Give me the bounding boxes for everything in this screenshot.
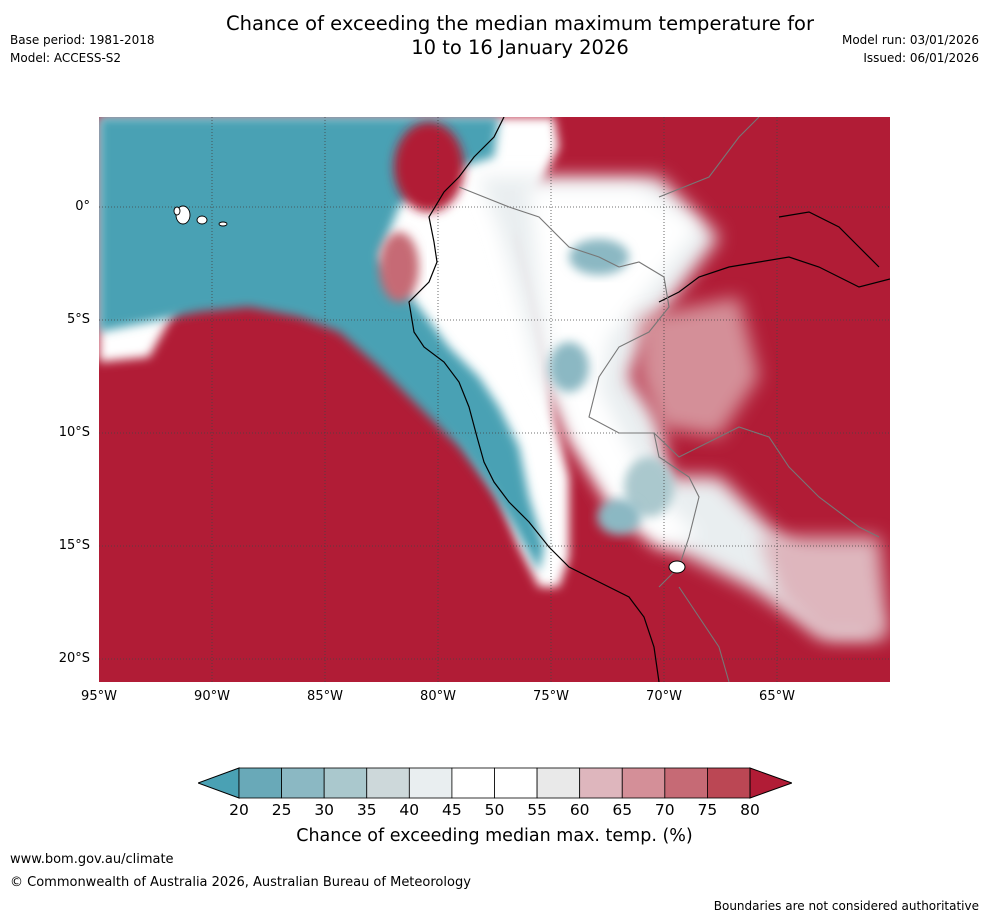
colorbar-svg <box>196 767 794 799</box>
warm-blob-ocean <box>394 122 464 212</box>
cool-blob-3 <box>624 457 674 517</box>
white-land-band <box>529 187 699 547</box>
footer-url[interactable]: www.bom.gov.au/climate <box>10 852 174 867</box>
warm-patch-south <box>759 537 889 637</box>
footer-copyright: © Commonwealth of Australia 2026, Austra… <box>10 875 471 890</box>
issued-date: Issued: 06/01/2026 <box>863 51 979 65</box>
chart-title: Chance of exceeding the median maximum t… <box>150 12 890 60</box>
border-bolivia <box>653 426 880 538</box>
lon-label-65w: 65°W <box>759 689 795 704</box>
lat-label-15s: 15°S <box>58 538 90 553</box>
lon-label-80w: 80°W <box>420 689 456 704</box>
warm-patch-central <box>639 297 759 437</box>
title-line-2: 10 to 16 January 2026 <box>411 36 629 59</box>
cool-blob-4 <box>597 499 641 535</box>
amazon-coast <box>658 256 890 303</box>
model-run: Model run: 03/01/2026 <box>841 33 979 47</box>
cool-region <box>99 117 544 572</box>
colorbar-band-b35_40 <box>366 767 410 799</box>
colorbar-tick-30: 30 <box>314 801 335 819</box>
colorbar-band-b20_25 <box>238 767 282 799</box>
coastline <box>408 117 660 682</box>
colorbar <box>196 767 794 799</box>
colorbar-tick-50: 50 <box>484 801 505 819</box>
warm-blob-ocean-2 <box>379 232 419 302</box>
map-svg <box>99 117 890 682</box>
colorbar-tick-20: 20 <box>229 801 249 819</box>
colorbar-extend-high <box>749 767 794 799</box>
border-chile-arg <box>678 586 730 682</box>
island-santa-cruz <box>196 215 208 225</box>
colorbar-tick-65: 65 <box>612 801 633 819</box>
colorbar-band-b50_55 <box>494 767 538 799</box>
lat-label-10s: 10°S <box>58 425 90 440</box>
map-graticule <box>99 117 890 682</box>
colorbar-band-b30_35 <box>323 767 368 799</box>
north-coast <box>778 211 880 268</box>
forecast-map <box>99 117 890 682</box>
lat-label-0: 0° <box>75 199 90 214</box>
lake-titicaca <box>668 560 686 574</box>
colorbar-tick-25: 25 <box>271 801 292 819</box>
lon-label-95w: 95°W <box>81 689 117 704</box>
colorbar-tick-45: 45 <box>442 801 462 819</box>
lat-label-20s: 20°S <box>58 651 90 666</box>
border-colombia <box>658 117 760 198</box>
colorbar-band-b60_65 <box>579 767 623 799</box>
colorbar-tick-40: 40 <box>399 801 420 819</box>
meta-right: Model run: 03/01/2026 Issued: 06/01/2026 <box>842 31 979 67</box>
island-san-cristobal <box>218 221 228 227</box>
colorbar-band-b75_80 <box>707 767 751 799</box>
colorbar-tick-70: 70 <box>654 801 675 819</box>
colorbar-band-b70_75 <box>664 767 708 799</box>
cool-blob-2 <box>549 342 589 392</box>
colorbar-tick-80: 80 <box>740 801 760 819</box>
lon-label-90w: 90°W <box>194 689 230 704</box>
lon-label-75w: 75°W <box>533 689 569 704</box>
lat-label-5s: 5°S <box>66 312 90 327</box>
colorbar-extend-low <box>196 767 240 799</box>
colorbar-band-b65_70 <box>621 767 666 799</box>
colorbar-band-b55_60 <box>536 767 581 799</box>
island-fernandina <box>173 206 181 216</box>
footer-disclaimer: Boundaries are not considered authoritat… <box>713 899 979 913</box>
country-borders <box>458 117 880 682</box>
colorbar-title: Chance of exceeding median max. temp. (%… <box>296 826 693 846</box>
colorbar-band-b25_30 <box>281 767 325 799</box>
meta-left: Base period: 1981-2018 Model: ACCESS-S2 <box>10 31 155 67</box>
colorbar-band-b40_45 <box>408 767 453 799</box>
title-line-1: Chance of exceeding the median maximum t… <box>225 12 815 35</box>
colorbar-tick-55: 55 <box>527 801 547 819</box>
lon-label-70w: 70°W <box>646 689 682 704</box>
colorbar-tick-60: 60 <box>569 801 590 819</box>
colorbar-tick-75: 75 <box>697 801 718 819</box>
model-name: Model: ACCESS-S2 <box>10 51 122 65</box>
base-period: Base period: 1981-2018 <box>10 33 155 47</box>
border-ecuador <box>458 186 620 268</box>
border-peru-brazil <box>588 261 700 588</box>
galapagos-islands <box>173 205 228 227</box>
colorbar-band-b45_50 <box>451 767 495 799</box>
colorbar-tick-35: 35 <box>356 801 377 819</box>
lon-label-85w: 85°W <box>307 689 343 704</box>
